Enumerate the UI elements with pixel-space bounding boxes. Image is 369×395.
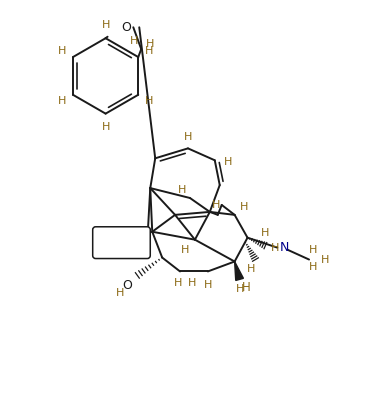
Text: H: H — [116, 229, 125, 239]
Polygon shape — [235, 261, 244, 280]
Text: H: H — [321, 254, 329, 265]
Text: H: H — [235, 284, 244, 294]
Text: H: H — [224, 157, 232, 167]
Text: H: H — [211, 200, 220, 210]
Text: H: H — [261, 228, 270, 238]
Text: H: H — [240, 202, 249, 212]
Text: H: H — [247, 265, 256, 275]
Text: H: H — [58, 96, 66, 106]
Text: H: H — [145, 45, 154, 56]
Text: H: H — [184, 132, 192, 143]
FancyBboxPatch shape — [93, 227, 150, 259]
Text: H: H — [188, 278, 196, 288]
Text: H: H — [101, 122, 110, 132]
Text: O: O — [121, 21, 131, 34]
Text: O: O — [123, 279, 132, 292]
Text: Abs: Abs — [111, 235, 132, 248]
Text: H: H — [116, 288, 125, 298]
Text: H: H — [242, 281, 251, 294]
Text: H: H — [146, 39, 154, 49]
Text: H: H — [204, 280, 212, 290]
Text: H: H — [271, 243, 279, 253]
Text: H: H — [58, 45, 66, 56]
Text: H: H — [178, 185, 186, 195]
Text: H: H — [309, 245, 317, 255]
Text: H: H — [309, 262, 317, 273]
Text: H: H — [174, 278, 182, 288]
Text: H: H — [145, 96, 154, 106]
Text: H: H — [181, 245, 189, 255]
Text: N: N — [280, 241, 289, 254]
Text: H: H — [101, 20, 110, 30]
Polygon shape — [130, 231, 152, 239]
Text: H: H — [130, 36, 138, 46]
